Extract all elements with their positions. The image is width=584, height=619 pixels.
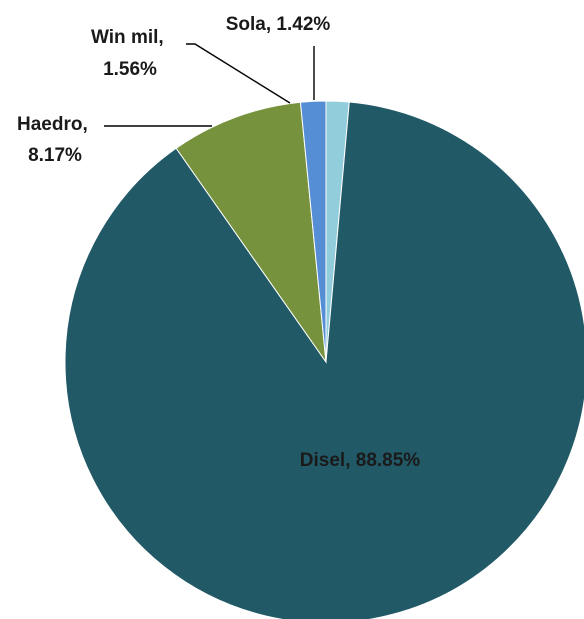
data-label-disel: Disel, 88.85% [300, 450, 421, 471]
data-label-haedro: Haedro, 8.17% [17, 114, 93, 166]
data-label-winmil-name: Win mil, [91, 27, 164, 48]
data-label-winmil-value: 1.56% [103, 59, 157, 80]
data-label-haedro-name: Haedro, [17, 114, 88, 135]
pie-slice-haedro [175, 101, 327, 364]
pie-slices [64, 100, 584, 619]
pie-slice-win-mil [299, 100, 327, 363]
data-label-sola: Sola, 1.42% [226, 14, 331, 35]
data-labels: Sola, 1.42% Win mil, 1.56% Haedro, 8.17%… [17, 14, 420, 471]
winmil-leader-line [186, 43, 291, 104]
data-label-winmil: Win mil, 1.56% [91, 27, 169, 80]
data-label-haedro-value: 8.17% [28, 145, 82, 166]
label-leader-lines [104, 43, 315, 127]
